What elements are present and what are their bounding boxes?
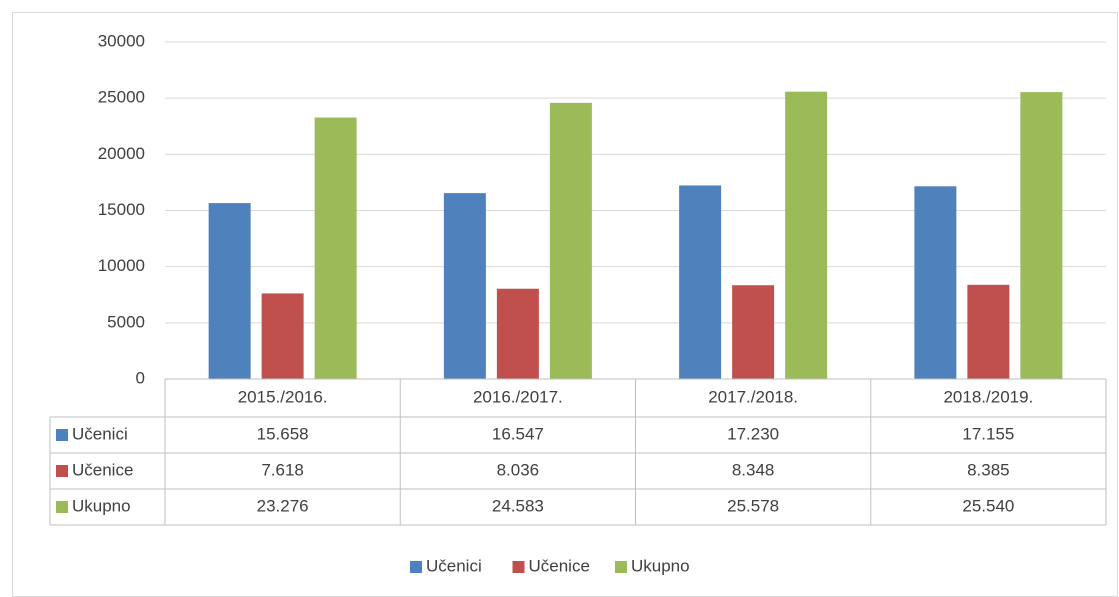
y-tick-label: 15000 [98,200,145,219]
y-tick-label: 25000 [98,88,145,107]
table-cell: 8.385 [967,460,1010,479]
bar [732,285,775,379]
bar [314,117,357,380]
bar [967,284,1010,379]
table-cell: 15.658 [257,424,309,443]
y-tick-label: 10000 [98,256,145,275]
table-legend-key [56,465,68,477]
bar [679,185,722,379]
table-row-label: Učenice [72,460,133,479]
y-tick-label: 0 [136,368,145,387]
table-cell: 24.583 [492,496,544,515]
bar [496,288,539,379]
x-tick-label: 2016./2017. [473,387,563,406]
bar [914,186,957,379]
bar [785,91,828,379]
table-cell: 17.230 [727,424,779,443]
table-legend-key [56,501,68,513]
bar [261,293,304,379]
bar [1020,92,1063,379]
bar [549,102,592,380]
legend-label: Ukupno [631,556,690,575]
legend-key [615,561,627,573]
legend-key [512,561,525,573]
y-tick-label: 5000 [107,312,145,331]
y-tick-label: 20000 [98,144,145,163]
table-cell: 25.578 [727,496,779,515]
table-legend-key [56,429,68,441]
legend-label: Učenici [426,556,482,575]
table-cell: 8.348 [732,460,775,479]
table-cell: 16.547 [492,424,544,443]
bar [443,193,486,379]
legend-label: Učenice [529,556,590,575]
table-cell: 7.618 [261,460,304,479]
bar [208,203,251,379]
table-row-label: Ukupno [72,496,131,515]
table-cell: 25.540 [962,496,1014,515]
table-row-label: Učenici [72,424,128,443]
table-cell: 8.036 [497,460,540,479]
table-cell: 23.276 [257,496,309,515]
x-tick-label: 2017./2018. [708,387,798,406]
x-tick-label: 2018./2019. [943,387,1033,406]
legend-key [410,561,422,573]
table-cell: 17.155 [962,424,1014,443]
y-tick-label: 30000 [98,31,145,50]
x-tick-label: 2015./2016. [238,387,328,406]
